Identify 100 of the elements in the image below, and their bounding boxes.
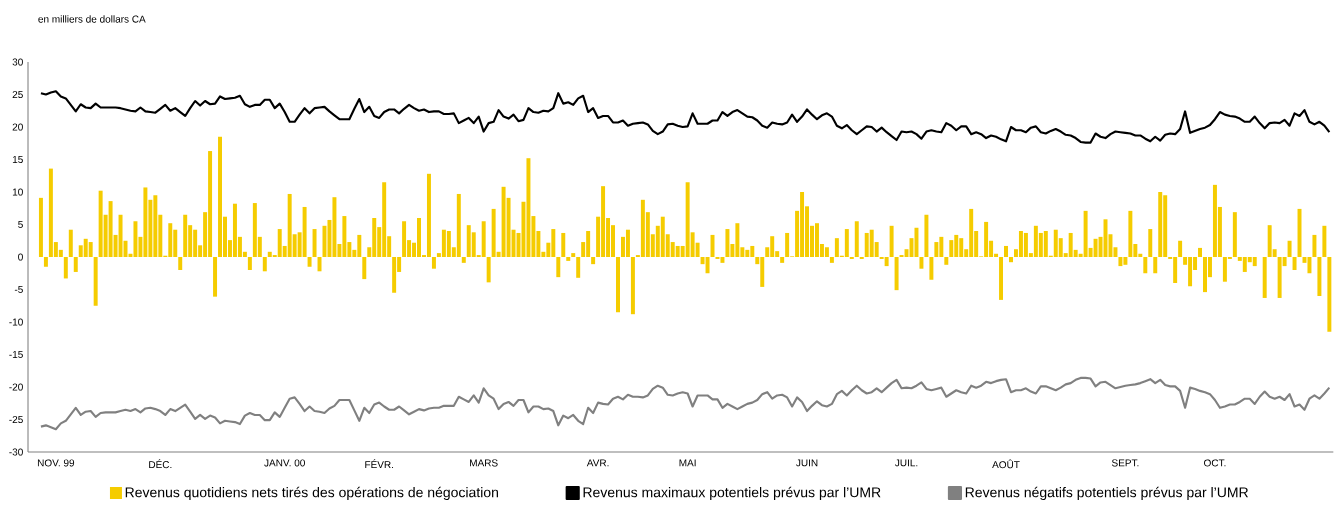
- y-tick-label: -25: [9, 415, 23, 424]
- bar: [1287, 240, 1292, 257]
- bar: [616, 257, 620, 313]
- bar: [785, 232, 790, 257]
- bar: [431, 257, 436, 269]
- bar: [1128, 210, 1133, 257]
- bar: [630, 257, 635, 315]
- y-tick-label: 0: [18, 253, 23, 261]
- bar: [93, 257, 98, 306]
- bar: [392, 257, 397, 293]
- bar: [307, 257, 312, 267]
- x-tick-label: AOÛT: [992, 459, 1020, 469]
- bar: [1322, 225, 1327, 257]
- bar: [247, 257, 252, 271]
- x-tick-label: OCT.: [1204, 459, 1226, 467]
- bar: [183, 214, 188, 257]
- y-tick-label: 5: [18, 221, 23, 228]
- bar: [705, 257, 710, 274]
- bar: [362, 257, 367, 280]
- bar: [1004, 245, 1008, 257]
- x-tick-label: JANV. 00: [264, 459, 305, 467]
- legend-label: Revenus maximaux potentiels prévus par l’UMR: [583, 486, 881, 501]
- bar: [461, 257, 466, 263]
- bar: [262, 257, 267, 272]
- bar: [844, 229, 849, 257]
- bar: [929, 257, 934, 280]
- bar: [999, 257, 1004, 300]
- bar: [1262, 257, 1267, 298]
- x-tick-label: MAI: [679, 459, 696, 467]
- bar: [1153, 257, 1158, 274]
- x-tick-label: JUIN: [796, 459, 818, 467]
- bar: [426, 173, 431, 257]
- bar: [914, 227, 919, 257]
- bar: [566, 257, 571, 261]
- y-tick-label: 20: [12, 123, 23, 131]
- bar: [68, 229, 73, 257]
- bar: [1252, 257, 1257, 267]
- bar: [73, 257, 78, 272]
- x-tick-label: MARS: [470, 459, 498, 467]
- bar: [824, 247, 829, 257]
- y-tick-label: 10: [12, 188, 23, 196]
- bar: [1158, 192, 1163, 257]
- y-tick-label: 15: [12, 156, 23, 163]
- bar: [556, 257, 561, 278]
- bar: [1008, 257, 1013, 263]
- y-tick-label: -5: [14, 286, 23, 293]
- bar: [1297, 208, 1302, 257]
- legend-label: Revenus négatifs potentiels prévus par l’UMR: [965, 486, 1248, 501]
- y-axis-title: en milliers de dollars CA: [38, 15, 146, 23]
- bar: [854, 221, 859, 257]
- bar: [1312, 234, 1317, 257]
- bar: [317, 257, 322, 272]
- bar: [924, 214, 929, 257]
- bar: [486, 257, 491, 283]
- bar: [576, 257, 581, 278]
- y-tick-label: 25: [12, 90, 23, 99]
- bar: [302, 206, 307, 257]
- bar: [1143, 257, 1148, 274]
- bar: [780, 257, 785, 263]
- bar: [1118, 257, 1123, 267]
- bar: [43, 257, 48, 267]
- bar: [1327, 257, 1332, 332]
- bar: [312, 229, 317, 257]
- bar: [561, 232, 566, 257]
- bar: [1148, 229, 1153, 257]
- bar: [944, 257, 949, 265]
- x-tick-label: DÉC.: [149, 459, 172, 469]
- bar: [889, 225, 894, 257]
- bar: [1232, 212, 1237, 257]
- bar: [213, 257, 218, 297]
- bar: [884, 257, 889, 267]
- y-tick-label: -15: [9, 351, 23, 358]
- bar: [63, 257, 68, 279]
- y-tick-label: -20: [9, 383, 23, 391]
- legend-label: Revenus quotidiens nets tirés des opérations de négociation: [125, 486, 498, 501]
- bar: [591, 257, 596, 265]
- x-tick-label: NOV. 99: [37, 459, 75, 467]
- bar: [571, 253, 576, 257]
- bar: [894, 257, 899, 291]
- bar: [1178, 240, 1183, 257]
- bar: [625, 229, 630, 257]
- bar: [1317, 257, 1322, 296]
- x-tick-label: SEPT.: [1111, 459, 1139, 467]
- bar: [919, 257, 924, 269]
- bar: [178, 257, 183, 271]
- bar: [38, 197, 43, 257]
- bar: [118, 214, 123, 257]
- bar: [456, 193, 461, 257]
- bar: [88, 242, 93, 257]
- bar: [1198, 247, 1203, 257]
- y-tick-label: 30: [12, 58, 23, 66]
- y-tick-label: -10: [9, 318, 23, 326]
- x-tick-label: FÉVR.: [365, 459, 394, 469]
- bar: [829, 257, 834, 263]
- bar: [218, 136, 223, 257]
- y-tick-label: -30: [9, 448, 23, 456]
- bar: [481, 221, 486, 257]
- bar: [1292, 257, 1297, 271]
- x-tick-label: JUIL.: [894, 459, 918, 467]
- bar: [402, 221, 407, 257]
